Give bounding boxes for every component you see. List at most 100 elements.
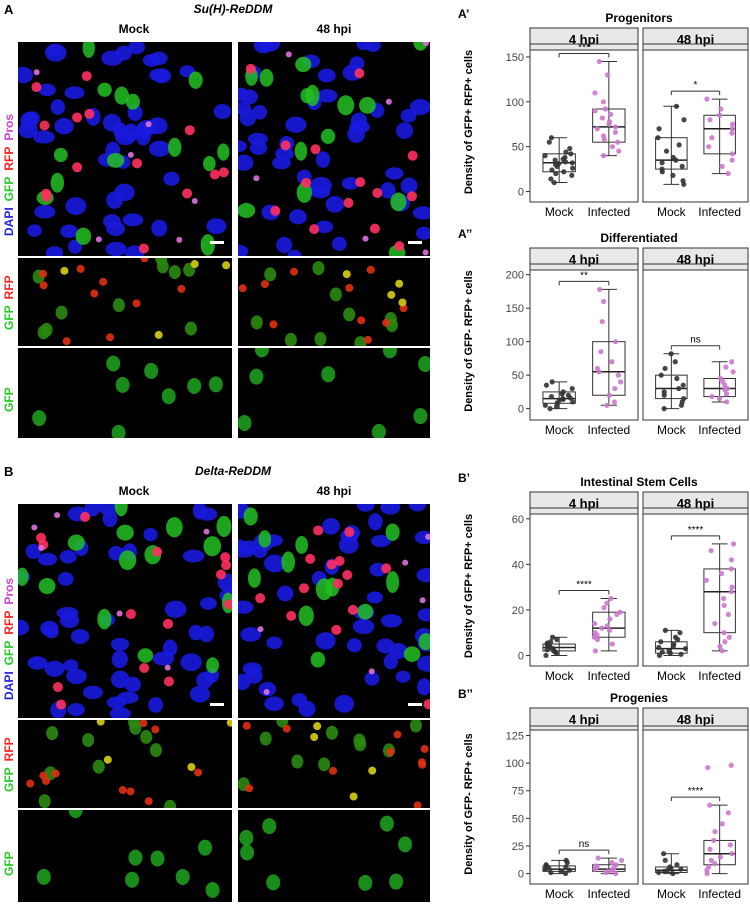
rfp-nucleus (39, 269, 48, 278)
data-point (560, 389, 566, 395)
rfp-nucleus (132, 158, 143, 169)
rfp-nucleus (51, 769, 60, 778)
dapi-nucleus (285, 116, 307, 133)
gfp-cell (106, 355, 121, 372)
data-point (569, 160, 575, 166)
rfp-nucleus (329, 766, 338, 775)
dapi-nucleus (124, 676, 141, 693)
panel-b-letter: B (4, 464, 14, 479)
data-point (659, 160, 665, 166)
data-point (723, 364, 729, 370)
box-iqr (655, 137, 688, 170)
dapi-nucleus (366, 591, 383, 604)
overlap-cell (190, 260, 199, 269)
data-point (662, 365, 668, 372)
dapi-nucleus (82, 685, 103, 700)
micro-b-48-merge (238, 504, 430, 718)
y-axis-label: Density of GFP- RFP+ cells (463, 733, 475, 875)
data-point (719, 570, 725, 577)
overlap-cell (187, 763, 196, 772)
gfp-cell (175, 868, 190, 885)
box-iqr (703, 839, 736, 866)
rfp-nucleus (366, 265, 375, 274)
dapi-nucleus (364, 671, 380, 686)
pros-spot (176, 236, 183, 243)
overlap-cell (60, 266, 69, 275)
chart-title: Progenies (610, 691, 668, 705)
dapi-nucleus (135, 127, 151, 146)
gfp-cell (258, 530, 272, 548)
y-axis-label: Density of GFP+ RFP+ cells (463, 514, 475, 658)
data-point (613, 862, 619, 868)
pros-spot (368, 668, 375, 675)
facet-strip (529, 707, 639, 731)
rfp-nucleus (342, 569, 353, 580)
facet-panel (642, 43, 749, 203)
dapi-nucleus (45, 246, 64, 256)
dapi-nucleus (388, 642, 408, 660)
dapi-nucleus (247, 132, 268, 146)
panel-a-letter: A (4, 2, 14, 17)
data-point (548, 135, 555, 141)
dapi-nucleus (182, 549, 205, 563)
rfp-nucleus (215, 569, 226, 580)
gfp-cell (240, 844, 255, 861)
dapi-nucleus (43, 625, 59, 639)
data-point (613, 870, 619, 877)
gfp-cell (389, 873, 404, 890)
data-point (729, 151, 736, 157)
data-point (679, 163, 685, 169)
dapi-nucleus (238, 545, 255, 558)
gfp-cell (266, 874, 281, 891)
gfp-cell (359, 96, 376, 114)
rfp-nucleus (282, 724, 291, 733)
dapi-nucleus (33, 130, 55, 144)
gfp-cell (243, 507, 258, 526)
dapi-nucleus (332, 236, 347, 251)
facet-label: 48 hpi (677, 32, 715, 47)
dapi-nucleus (238, 140, 247, 153)
x-tick-label: Mock (545, 887, 575, 901)
rfp-nucleus (152, 546, 163, 557)
dapi-nucleus (266, 636, 283, 650)
dapi-nucleus (70, 629, 90, 645)
data-point (730, 369, 736, 375)
gfp-cell (40, 322, 53, 337)
gfp-cell (144, 362, 159, 379)
gfp-cell (295, 56, 312, 73)
rfp-nucleus (139, 663, 150, 674)
rfp-nucleus (62, 337, 71, 346)
dapi-nucleus (310, 185, 331, 199)
gfp-cell (217, 143, 230, 161)
gfp-cell (298, 605, 314, 627)
rfp-nucleus (56, 699, 67, 710)
facet-label: 4 hpi (569, 252, 599, 267)
rfp-nucleus (344, 527, 355, 538)
rfp-nucleus (184, 125, 195, 136)
dapi-nucleus (128, 42, 145, 55)
pros-spot (285, 51, 292, 58)
significance-label: * (694, 80, 698, 91)
gfp-cell (291, 754, 304, 769)
dapi-nucleus (368, 513, 383, 531)
pros-spot (116, 610, 123, 617)
data-point (680, 178, 686, 184)
data-point (728, 589, 734, 595)
gfp-cell (358, 874, 373, 891)
gfp-cell (337, 95, 355, 116)
rfp-nucleus (269, 320, 278, 329)
y-tick-label: 150 (506, 52, 524, 64)
gfp-cell (38, 794, 51, 808)
data-point (655, 135, 661, 141)
gfp-cell (36, 868, 51, 885)
chart-letter: A’’ (458, 227, 472, 241)
dapi-nucleus (316, 151, 331, 168)
gfp-cell (250, 315, 263, 330)
data-point (606, 118, 613, 125)
significance-label: *** (578, 42, 590, 53)
data-point (596, 58, 602, 65)
overlap-cell (226, 720, 232, 727)
data-point (658, 372, 664, 378)
dapi-nucleus (346, 638, 362, 653)
data-point (546, 139, 552, 145)
